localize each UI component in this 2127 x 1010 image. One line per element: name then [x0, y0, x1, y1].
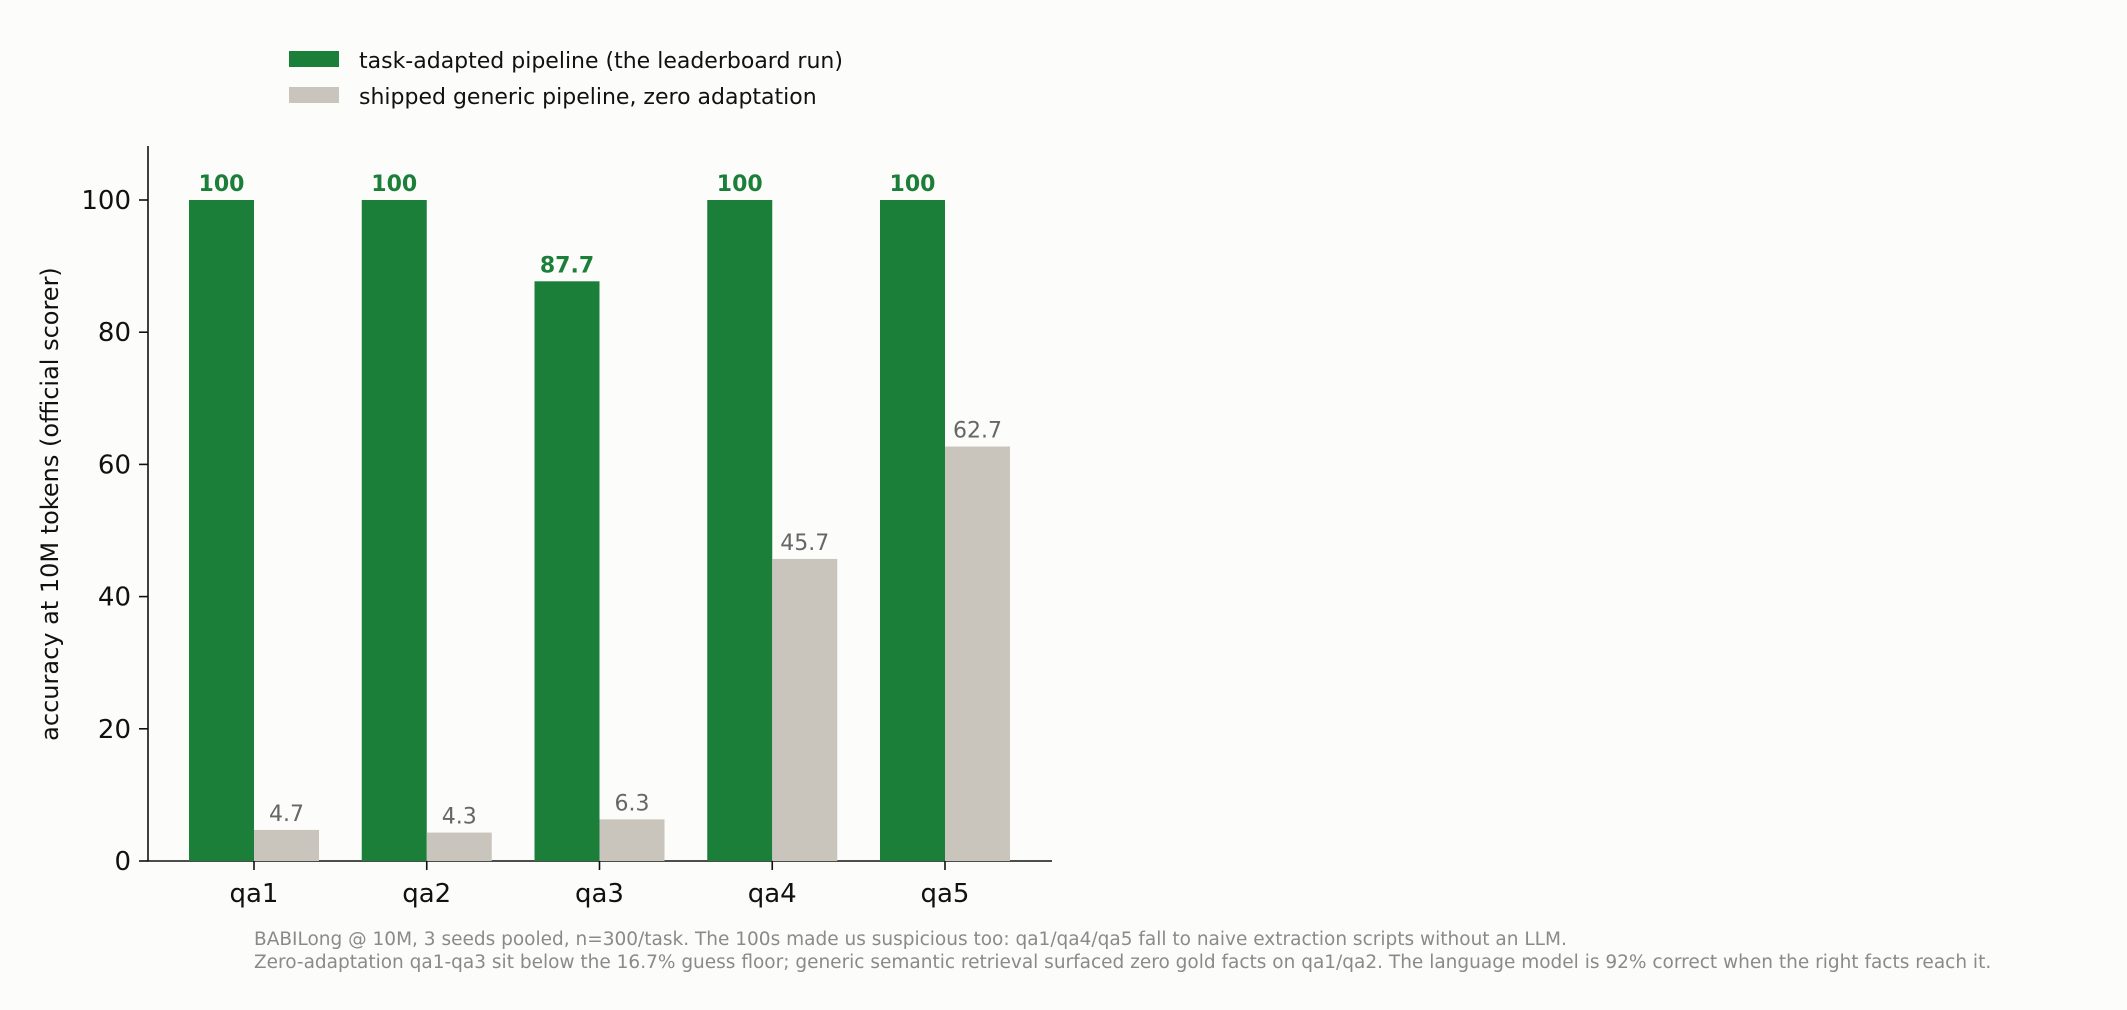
x-tick-label-qa4: qa4 — [748, 879, 797, 909]
bar-generic-qa5 — [945, 446, 1010, 861]
bar-generic-qa3 — [599, 819, 665, 861]
y-axis-title: accuracy at 10M tokens (official scorer) — [36, 267, 64, 741]
legend-label-task-adapted: task-adapted pipeline (the leaderboard r… — [359, 49, 843, 74]
value-label-task-adapted-qa2: 100 — [371, 172, 417, 197]
legend-swatch-task-adapted — [289, 51, 339, 67]
value-label-generic-qa4: 45.7 — [780, 531, 829, 556]
x-tick-label-qa5: qa5 — [921, 879, 970, 909]
bar-generic-qa1 — [254, 829, 319, 861]
y-tick-label: 80 — [98, 318, 131, 348]
bar-task-adapted-qa2 — [361, 200, 427, 861]
legend-swatch-generic — [289, 87, 339, 103]
legend: task-adapted pipeline (the leaderboard r… — [289, 49, 843, 110]
y-tick-label: 20 — [98, 715, 131, 745]
bar-value-labels: 100 4.7 100 4.3 87.7 6.3 100 45.7 100 62.7 — [199, 172, 1002, 830]
bars — [189, 200, 1010, 861]
bar-task-adapted-qa1 — [189, 200, 254, 861]
y-tick-label: 100 — [81, 186, 131, 216]
value-label-task-adapted-qa4: 100 — [717, 172, 763, 197]
value-label-generic-qa2: 4.3 — [442, 805, 477, 830]
footnote-line-1: BABILong @ 10M, 3 seeds pooled, n=300/ta… — [254, 929, 1567, 950]
bar-task-adapted-qa4 — [707, 200, 773, 861]
bar-generic-qa4 — [772, 558, 838, 861]
bar-generic-qa2 — [426, 832, 492, 861]
y-axis-ticks: 0 20 40 60 80 100 — [81, 186, 148, 877]
x-axis-ticks: qa1 qa2 qa3 qa4 qa5 — [230, 861, 970, 909]
footnote-line-2: Zero-adaptation qa1-qa3 sit below the 16… — [254, 952, 1991, 973]
bar-task-adapted-qa3 — [534, 281, 600, 861]
value-label-generic-qa1: 4.7 — [269, 802, 304, 827]
x-tick-label-qa1: qa1 — [230, 879, 279, 909]
y-tick-label: 60 — [98, 450, 131, 480]
bar-task-adapted-qa5 — [880, 200, 945, 861]
value-label-generic-qa5: 62.7 — [953, 419, 1002, 444]
x-tick-label-qa2: qa2 — [402, 879, 451, 909]
value-label-task-adapted-qa1: 100 — [199, 172, 245, 197]
x-tick-label-qa3: qa3 — [575, 879, 624, 909]
value-label-task-adapted-qa5: 100 — [890, 172, 936, 197]
legend-label-generic: shipped generic pipeline, zero adaptatio… — [359, 85, 817, 110]
y-tick-label: 0 — [114, 847, 131, 877]
value-label-generic-qa3: 6.3 — [615, 791, 650, 816]
y-tick-label: 40 — [98, 583, 131, 613]
value-label-task-adapted-qa3: 87.7 — [540, 253, 594, 278]
